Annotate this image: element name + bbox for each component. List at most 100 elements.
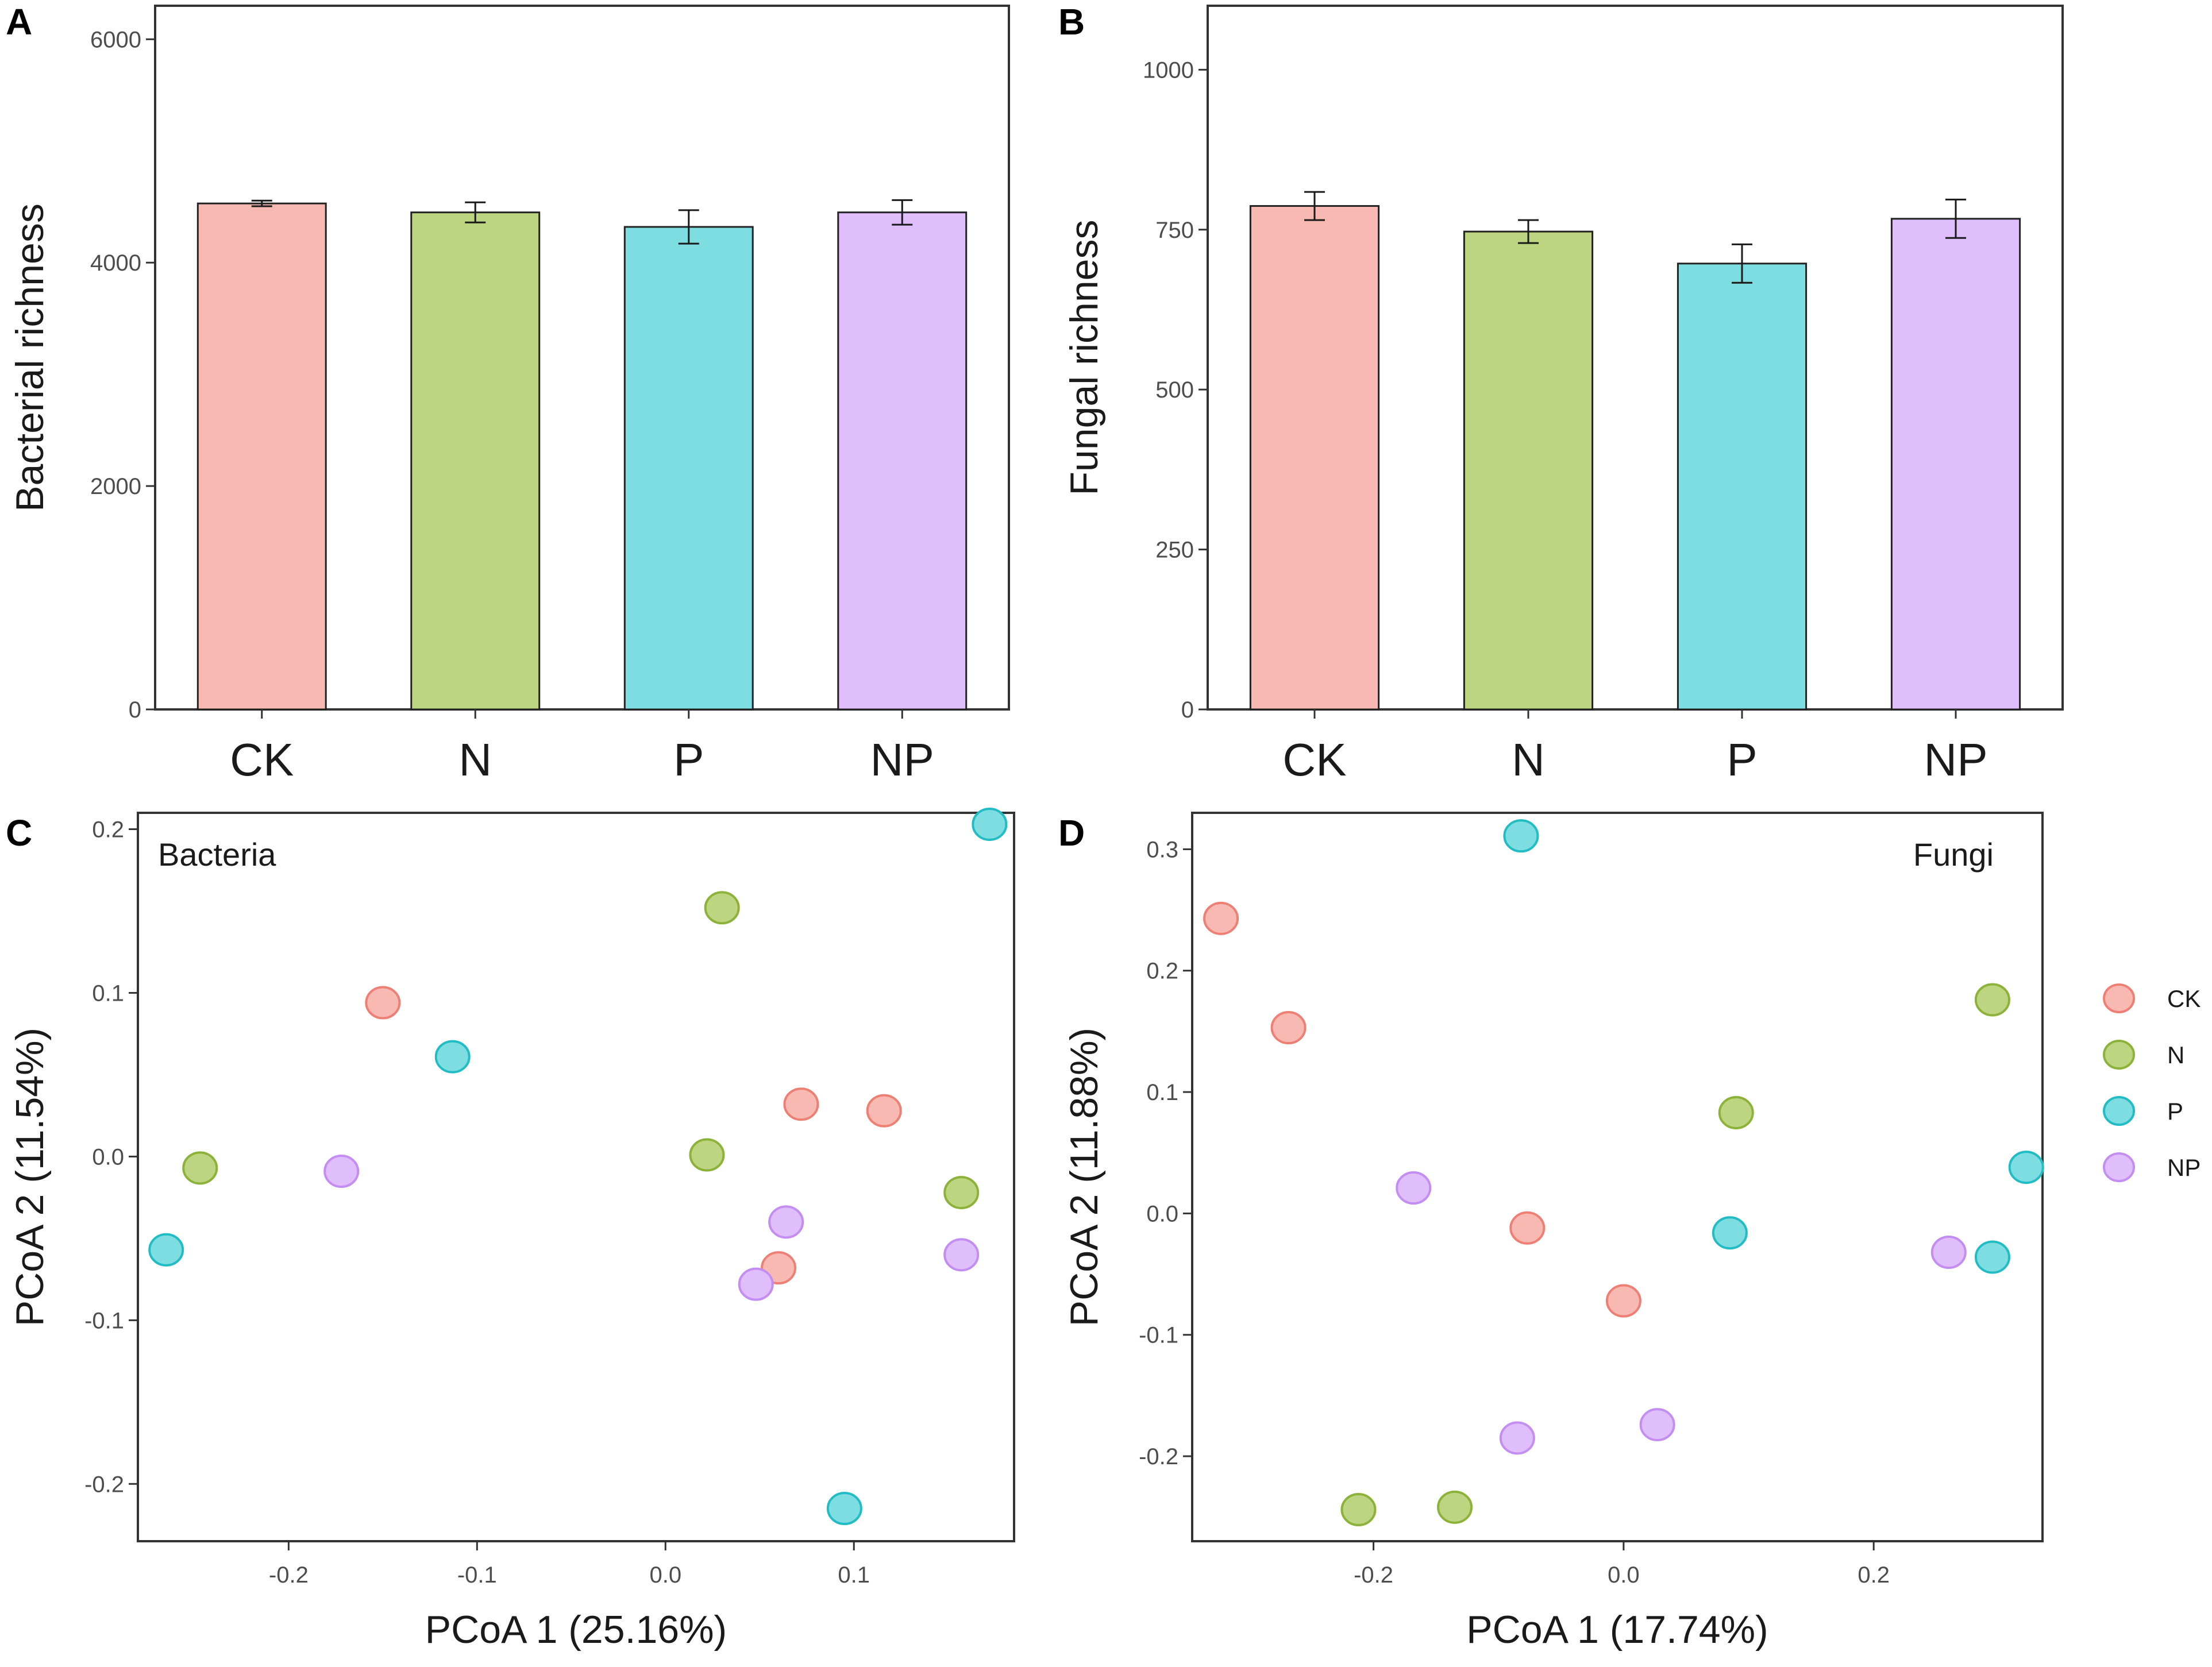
point-ck — [866, 1094, 902, 1128]
y-tick-label: 0.1 — [1146, 1080, 1178, 1105]
point-ck — [1605, 1284, 1641, 1318]
point-ck — [1509, 1211, 1546, 1245]
panel-d-fungi-pcoa-chart: -0.2 -0.1 0.0 0.1 0.2 0.3 -0.2 0.0 0.2 Fungi PCoA … — [1062, 812, 2044, 1651]
y-tick-label: 0.0 — [92, 1144, 124, 1170]
panel-letter-c: C — [6, 812, 32, 854]
plot-frame — [137, 812, 1015, 1542]
y-axis-title: PCoA 2 (11.88%) — [1062, 1028, 1106, 1326]
point-n — [1437, 1490, 1473, 1524]
y-tick-label: -0.1 — [1139, 1323, 1178, 1348]
y-axis-title: Bacterial richness — [8, 203, 52, 512]
legend-label-p: P — [2167, 1098, 2183, 1125]
y-tick-label: 0 — [1181, 697, 1194, 723]
y-tick-label: 1000 — [1143, 57, 1194, 83]
bar-ck — [1249, 205, 1380, 711]
plot-inset-title: Fungi — [1913, 836, 1994, 873]
y-tick-label: 0.1 — [92, 981, 124, 1006]
point-p — [1712, 1216, 1748, 1250]
point-p — [826, 1492, 862, 1526]
legend-label-n: N — [2167, 1041, 2184, 1068]
plot-frame — [154, 5, 1010, 711]
y-tick-label: 0.3 — [1146, 837, 1178, 862]
y-tick-label: 0.2 — [1146, 959, 1178, 984]
legend-swatch-n — [2103, 1040, 2135, 1070]
panel-c-bacteria-pcoa-chart: -0.2 -0.1 0.0 0.1 0.2 -0.2 -0.1 0.0 0.1 Bacteria P… — [8, 807, 1015, 1651]
x-tick-label: 0.1 — [838, 1562, 870, 1588]
panel-letter-d: D — [1058, 812, 1085, 854]
point-ck — [783, 1087, 819, 1121]
x-category-label-np: NP — [1924, 734, 1987, 785]
y-axis-title: Fungal richness — [1062, 219, 1106, 495]
point-ck — [365, 986, 401, 1020]
point-p — [972, 807, 1008, 841]
y-tick-label: -0.2 — [1139, 1444, 1178, 1469]
y-tick-label: 0 — [129, 697, 141, 723]
x-category-label-np: NP — [870, 734, 934, 785]
x-tick-label: 0.0 — [649, 1562, 681, 1588]
x-tick-label: 0.0 — [1608, 1562, 1640, 1588]
point-np — [1639, 1408, 1675, 1442]
y-axis-title: PCoA 2 (11.54%) — [8, 1028, 52, 1326]
plot-frame — [1191, 812, 2044, 1542]
legend-swatch-p — [2103, 1096, 2135, 1126]
point-p — [1503, 819, 1539, 853]
x-category-label-p: P — [673, 734, 704, 785]
point-n — [943, 1176, 980, 1210]
y-tick-label: 2000 — [90, 474, 141, 499]
point-n — [182, 1151, 218, 1185]
x-tick-label: 0.2 — [1858, 1562, 1890, 1588]
x-tick-label: -0.2 — [1354, 1562, 1393, 1588]
legend-swatch-np — [2103, 1152, 2135, 1182]
x-axis-title: PCoA 1 (25.16%) — [425, 1608, 727, 1651]
point-n — [704, 891, 740, 925]
bar-p — [1677, 263, 1808, 711]
bar-ck — [196, 202, 327, 711]
y-tick-label: 0.0 — [1146, 1201, 1178, 1226]
y-tick-label: 0.2 — [92, 817, 124, 842]
panel-letter-b: B — [1058, 1, 1085, 43]
point-np — [943, 1238, 980, 1272]
point-n — [689, 1138, 725, 1172]
point-np — [1396, 1171, 1432, 1205]
point-p — [2008, 1151, 2044, 1184]
panel-letter-a: A — [6, 1, 32, 43]
bar-n — [410, 211, 541, 711]
bar-np — [1890, 218, 2021, 711]
bar-n — [1463, 230, 1594, 711]
point-n — [1718, 1095, 1754, 1129]
point-np — [738, 1267, 774, 1301]
point-p — [434, 1040, 471, 1074]
point-np — [1499, 1421, 1535, 1455]
point-n — [1974, 983, 2010, 1017]
point-ck — [1270, 1011, 1307, 1045]
y-tick-label: 750 — [1155, 218, 1194, 243]
plot-inset-title: Bacteria — [158, 836, 276, 873]
x-category-label-n: N — [458, 734, 492, 785]
y-tick-label: 500 — [1155, 377, 1194, 403]
bar-np — [837, 211, 968, 711]
x-axis-title: PCoA 1 (17.74%) — [1466, 1608, 1768, 1651]
y-tick-label: 6000 — [90, 27, 141, 52]
x-tick-label: -0.1 — [457, 1562, 497, 1588]
x-category-label-ck: CK — [1282, 734, 1346, 785]
legend-label-np: NP — [2167, 1154, 2201, 1181]
y-tick-label: -0.1 — [84, 1308, 124, 1333]
y-tick-label: 250 — [1155, 538, 1194, 563]
point-p — [1974, 1240, 2010, 1274]
point-p — [148, 1233, 184, 1267]
bar-p — [623, 226, 754, 711]
plot-frame — [1207, 5, 2064, 711]
point-n — [1340, 1493, 1377, 1527]
legend-label-ck: CK — [2167, 985, 2201, 1012]
point-np — [323, 1155, 360, 1188]
x-tick-label: -0.2 — [269, 1562, 309, 1588]
point-np — [768, 1205, 804, 1239]
x-category-label-n: N — [1512, 734, 1545, 785]
point-ck — [1203, 901, 1239, 935]
y-tick-label: 4000 — [90, 250, 141, 276]
legend-swatch-ck — [2103, 983, 2135, 1013]
y-tick-label: -0.2 — [84, 1472, 124, 1497]
